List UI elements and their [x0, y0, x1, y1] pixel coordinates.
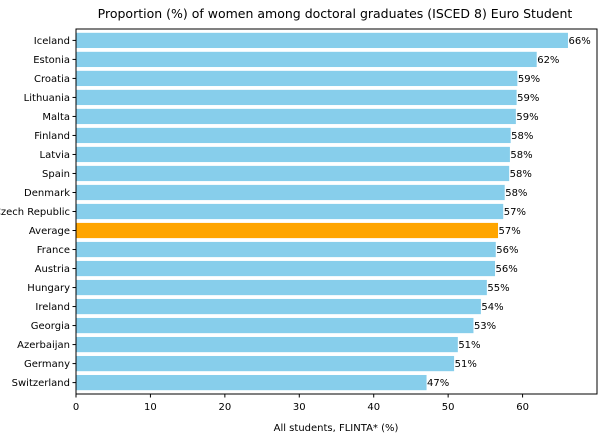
bar-iceland — [76, 32, 568, 49]
y-tick-label: Czech Republic — [0, 207, 70, 218]
x-tick-label: 10 — [144, 402, 157, 413]
x-tick-label: 60 — [516, 402, 529, 413]
data-label: 51% — [458, 340, 480, 351]
y-tick-label: Denmark — [24, 188, 70, 199]
bar-germany — [76, 355, 455, 372]
data-label: 59% — [517, 93, 539, 104]
data-label: 62% — [537, 55, 559, 66]
y-tick-label: Hungary — [27, 283, 70, 294]
y-tick-label: France — [37, 245, 70, 256]
y-tick-label: Ireland — [35, 302, 70, 313]
bar-czech-republic — [76, 203, 504, 220]
bar-france — [76, 241, 496, 258]
chart-title: Proportion (%) of women among doctoral g… — [98, 6, 573, 21]
bar-denmark — [76, 184, 505, 201]
bar-hungary — [76, 279, 487, 296]
data-label: 56% — [496, 264, 518, 275]
data-label: 47% — [427, 378, 449, 389]
bar-azerbaijan — [76, 336, 458, 353]
data-label: 59% — [516, 112, 538, 123]
data-label: 59% — [518, 74, 540, 85]
y-tick-label: Malta — [42, 112, 70, 123]
plot-frame — [75, 28, 598, 395]
data-label: 66% — [568, 36, 590, 47]
y-tick-label: Spain — [42, 169, 70, 180]
data-label: 57% — [504, 207, 526, 218]
bar-ireland — [76, 298, 481, 315]
data-labels-group: 66% 62% 59% 59% 59% 58% 58% 58% 58% 57% 57% 56% 56% 5… — [427, 36, 591, 389]
bar-austria — [76, 260, 496, 277]
y-tick-label: Latvia — [40, 150, 70, 161]
x-tick-label: 30 — [293, 402, 306, 413]
data-label: 58% — [511, 131, 533, 142]
x-tick-label: 40 — [367, 402, 380, 413]
bar-latvia — [76, 146, 510, 163]
x-axis-label: All students, FLINTA* (%) — [274, 423, 399, 434]
data-label: 58% — [510, 169, 532, 180]
y-tick-label: Finland — [34, 131, 70, 142]
y-tick-label: Azerbaijan — [17, 340, 70, 351]
data-label: 54% — [481, 302, 503, 313]
y-tick-label: Average — [29, 226, 70, 237]
bar-estonia — [76, 51, 537, 68]
bar-croatia — [76, 70, 518, 87]
bar-switzerland — [76, 374, 427, 391]
data-label: 56% — [496, 245, 518, 256]
y-tick-label: Estonia — [33, 55, 70, 66]
y-tick-label: Germany — [24, 359, 70, 370]
data-label: 51% — [455, 359, 477, 370]
y-tick-label: Austria — [35, 264, 70, 275]
y-tick-label: Switzerland — [12, 378, 70, 389]
y-tick-label: Croatia — [34, 74, 70, 85]
y-tick-label: Iceland — [34, 36, 70, 47]
bar-average — [76, 222, 499, 239]
bar-malta — [76, 108, 516, 125]
x-tick-label: 0 — [73, 402, 79, 413]
y-axis: Iceland Estonia Croatia Lithuania Malta Finla… — [0, 36, 76, 389]
y-tick-label: Lithuania — [24, 93, 70, 104]
data-label: 58% — [510, 150, 532, 161]
x-tick-label: 50 — [442, 402, 455, 413]
x-tick-label: 20 — [218, 402, 231, 413]
data-label: 57% — [499, 226, 521, 237]
y-tick-label: Georgia — [31, 321, 70, 332]
data-label: 55% — [487, 283, 509, 294]
bar-finland — [76, 127, 511, 144]
x-axis: 0 10 20 30 40 50 60 — [73, 394, 529, 413]
bars-group — [76, 32, 568, 391]
bar-spain — [76, 165, 510, 182]
bar-lithuania — [76, 89, 517, 106]
bar-georgia — [76, 317, 474, 334]
data-label: 53% — [474, 321, 496, 332]
data-label: 58% — [505, 188, 527, 199]
